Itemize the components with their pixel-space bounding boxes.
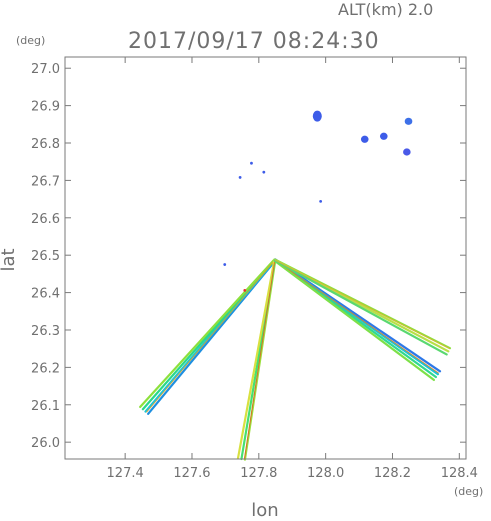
y-tick-label: 27.0 bbox=[31, 62, 60, 77]
x-unit-label: (deg) bbox=[454, 485, 483, 498]
y-tick-label: 26.4 bbox=[31, 287, 60, 302]
y-tick-label: 26.3 bbox=[31, 324, 60, 339]
beam-band bbox=[273, 259, 448, 356]
beam-edge bbox=[274, 259, 439, 374]
x-axis: 127.4 127.6 127.8 128.0 128.2 128.4 bbox=[107, 57, 478, 481]
y-axis: 26.0 26.1 26.2 26.3 26.4 26.5 26.6 26.7 26.8 26.9… bbox=[31, 62, 466, 451]
y-tick-label: 26.6 bbox=[31, 212, 60, 227]
plot-area bbox=[64, 56, 467, 460]
x-tick-label: 127.4 bbox=[107, 466, 144, 481]
y-tick-label: 26.0 bbox=[31, 436, 60, 451]
echo-point bbox=[379, 132, 388, 140]
radar-echoes bbox=[223, 110, 413, 292]
echo-point bbox=[223, 263, 227, 266]
x-tick-label: 128.0 bbox=[307, 466, 344, 481]
echo-point bbox=[262, 170, 266, 174]
radar-beam bbox=[236, 258, 277, 461]
x-axis-title: lon bbox=[251, 500, 278, 521]
radar-beam bbox=[273, 258, 452, 356]
echo-point bbox=[319, 199, 323, 203]
chart-title: 2017/09/17 08:24:30 bbox=[128, 29, 380, 54]
y-axis-title: lat bbox=[0, 248, 19, 271]
x-tick-label: 128.2 bbox=[374, 466, 411, 481]
y-tick-label: 26.7 bbox=[31, 174, 60, 189]
echo-point bbox=[250, 161, 253, 165]
radar-beam bbox=[273, 258, 442, 382]
echo-point bbox=[312, 110, 322, 122]
echo-point bbox=[403, 148, 411, 156]
echo-point bbox=[404, 117, 413, 125]
beam-band bbox=[139, 258, 276, 409]
x-tick-label: 127.8 bbox=[240, 466, 277, 481]
beam-edge bbox=[243, 259, 276, 460]
y-tick-label: 26.9 bbox=[31, 100, 60, 115]
y-tick-label: 26.1 bbox=[31, 399, 60, 414]
y-tick-label: 26.2 bbox=[31, 361, 60, 376]
radar-beam bbox=[139, 258, 277, 415]
y-unit-label: (deg) bbox=[16, 34, 45, 47]
beam-edge bbox=[146, 259, 276, 413]
radar-beams bbox=[139, 258, 452, 461]
y-tick-label: 26.8 bbox=[31, 137, 60, 152]
echo-point bbox=[243, 288, 247, 292]
beam-band bbox=[236, 258, 276, 460]
x-tick-label: 127.6 bbox=[173, 466, 210, 481]
y-tick-label: 26.5 bbox=[31, 249, 60, 264]
echo-point bbox=[360, 135, 369, 143]
x-tick-label: 128.4 bbox=[441, 466, 478, 481]
echo-point bbox=[238, 176, 242, 179]
beam-band bbox=[273, 259, 435, 382]
beam-edge bbox=[274, 259, 450, 350]
chart-subtitle: ALT(km) 2.0 bbox=[338, 0, 433, 19]
